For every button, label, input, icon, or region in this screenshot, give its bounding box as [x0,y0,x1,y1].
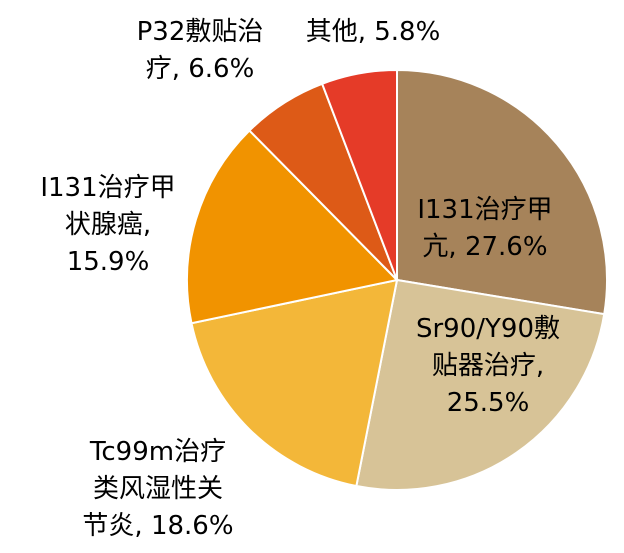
pie-slices [186,68,608,491]
slice-label-1: I131治疗甲亢, 27.6% [417,195,552,262]
slice-label-line: 25.5% [447,388,530,418]
slice-label-4: I131治疗甲状腺癌, 15.9% [40,173,175,277]
slice-label-line: Sr90/Y90敷 [416,314,560,344]
slice-label-line: 其他, 5.8% [306,17,441,47]
slice-label-3: Tc99m治疗类风湿性关节炎, 18.6% [82,437,233,541]
slice-label-6: 其他, 5.8% [306,17,441,47]
pie-slice-1 [396,68,608,316]
slice-label-line: P32敷贴治 [137,17,264,47]
slice-label-line: 亢, 27.6% [422,232,547,262]
slice-label-line: 类风湿性关 [93,474,223,504]
slice-label-line: 贴器治疗, [432,351,544,381]
slice-label-line: 疗, 6.6% [146,54,255,84]
pie-slice-2 [355,278,606,491]
slice-label-line: I131治疗甲 [40,173,175,203]
slice-label-line: 节炎, 18.6% [82,511,233,541]
slice-label-line: 15.9% [67,247,150,277]
slice-label-5: P32敷贴治疗, 6.6% [137,17,264,84]
slice-label-2: Sr90/Y90敷贴器治疗, 25.5% [416,314,560,418]
pie-slice-3 [190,278,399,488]
slice-label-line: 状腺癌, [65,210,151,240]
pie-slice-6 [320,68,398,281]
pie-labels: I131治疗甲亢, 27.6%Sr90/Y90敷贴器治疗, 25.5%Tc99m治… [40,17,560,541]
pie-slice-4 [186,129,399,325]
slice-label-line: Tc99m治疗 [89,437,226,467]
slice-label-line: I131治疗甲 [417,195,552,225]
